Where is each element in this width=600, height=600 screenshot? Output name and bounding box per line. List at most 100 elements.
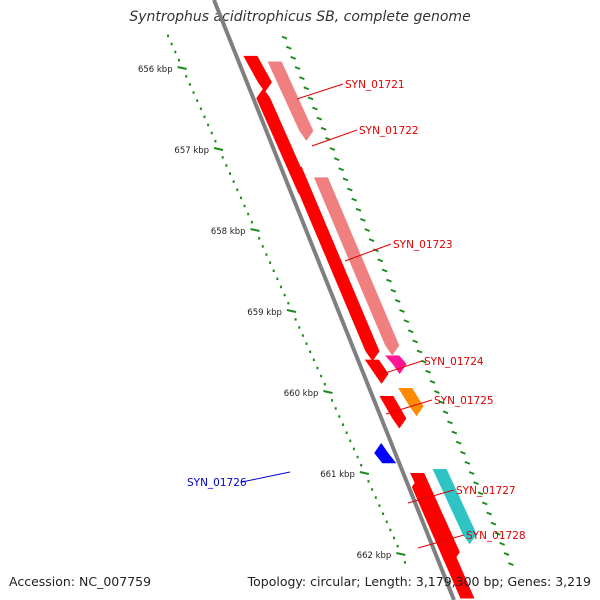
outer-tick bbox=[429, 379, 436, 384]
gene-bar[interactable] bbox=[256, 88, 313, 194]
outer-tick bbox=[351, 197, 358, 202]
outer-tick bbox=[355, 207, 362, 212]
minor-tick bbox=[203, 115, 206, 119]
outer-tick bbox=[299, 76, 305, 81]
outer-tick bbox=[285, 45, 292, 50]
minor-tick bbox=[265, 253, 268, 256]
minor-tick bbox=[334, 407, 337, 410]
minor-tick bbox=[352, 447, 355, 451]
minor-tick bbox=[272, 269, 275, 272]
gene-leader-line bbox=[417, 534, 465, 549]
outer-tick bbox=[290, 55, 297, 60]
minor-tick bbox=[323, 382, 326, 386]
gene-bar[interactable] bbox=[432, 468, 477, 545]
minor-tick bbox=[232, 180, 235, 183]
gene-leader-line bbox=[385, 399, 433, 415]
gene-label[interactable]: SYN_01728 bbox=[466, 530, 526, 542]
minor-tick bbox=[196, 99, 199, 102]
gene-label[interactable]: SYN_01727 bbox=[456, 485, 516, 497]
backbone-line bbox=[212, 0, 456, 600]
outer-tick bbox=[394, 298, 401, 303]
ruler-ticks bbox=[167, 34, 514, 567]
minor-tick bbox=[280, 285, 283, 289]
backbone bbox=[212, 0, 456, 600]
gene-bar[interactable] bbox=[385, 355, 407, 375]
outer-tick bbox=[455, 440, 462, 445]
gene-labels[interactable]: SYN_01721 SYN_01722 SYN_01723 SYN_01724 SYN_… bbox=[187, 79, 526, 549]
outer-tick bbox=[316, 116, 323, 121]
minor-tick bbox=[199, 107, 202, 110]
ruler-label: 658 kbp bbox=[211, 227, 246, 237]
gene-bar[interactable] bbox=[374, 443, 397, 464]
minor-tick bbox=[312, 358, 315, 362]
gene-bar[interactable] bbox=[243, 55, 272, 93]
gene-bar[interactable] bbox=[267, 61, 314, 141]
outer-tick bbox=[329, 147, 336, 151]
ruler-label: 659 kbp bbox=[247, 308, 282, 318]
outer-tick bbox=[407, 329, 414, 334]
minor-tick bbox=[283, 293, 286, 297]
outer-tick bbox=[294, 66, 301, 70]
major-tick bbox=[286, 309, 297, 313]
minor-tick bbox=[174, 50, 177, 54]
minor-tick bbox=[309, 350, 312, 353]
outer-tick bbox=[451, 430, 458, 435]
outer-tick bbox=[381, 268, 388, 273]
minor-tick bbox=[258, 237, 261, 240]
minor-tick bbox=[320, 374, 323, 378]
outer-tick bbox=[499, 541, 506, 546]
minor-tick bbox=[360, 463, 363, 467]
minor-tick bbox=[239, 196, 242, 200]
gene-bar[interactable] bbox=[287, 166, 380, 362]
minor-tick bbox=[305, 342, 308, 345]
minor-tick bbox=[338, 415, 341, 418]
gene-leader-line bbox=[311, 129, 358, 147]
outer-tick bbox=[307, 96, 314, 101]
map-title: Syntrophus aciditrophicus SB, complete g… bbox=[129, 9, 471, 25]
minor-tick bbox=[192, 91, 195, 94]
minor-tick bbox=[261, 245, 264, 248]
minor-tick bbox=[298, 326, 301, 329]
outer-tick bbox=[473, 481, 479, 486]
outer-tick bbox=[320, 126, 327, 131]
gene-bar[interactable] bbox=[364, 359, 389, 384]
gene-bar[interactable] bbox=[411, 477, 475, 599]
ruler-label: 660 kbp bbox=[284, 389, 319, 399]
outer-tick bbox=[390, 288, 397, 293]
outer-tick bbox=[346, 187, 353, 192]
major-tick bbox=[323, 390, 333, 394]
outer-tick bbox=[399, 309, 405, 313]
gene-label[interactable]: SYN_01724 bbox=[424, 356, 484, 368]
outer-tick bbox=[464, 460, 471, 465]
outer-tick bbox=[442, 410, 449, 415]
gene-leader-line bbox=[407, 489, 455, 504]
gene-bar[interactable] bbox=[313, 177, 400, 356]
minor-tick bbox=[236, 188, 239, 191]
gene-label[interactable]: SYN_01721 bbox=[345, 79, 405, 91]
minor-tick bbox=[170, 42, 173, 46]
minor-tick bbox=[389, 528, 392, 532]
minor-tick bbox=[247, 212, 250, 216]
minor-tick bbox=[294, 318, 297, 321]
gene-label[interactable]: SYN_01726 bbox=[187, 477, 247, 489]
outer-tick bbox=[342, 177, 349, 182]
minor-tick bbox=[225, 164, 228, 167]
gene-label[interactable]: SYN_01722 bbox=[359, 125, 419, 137]
outer-tick bbox=[447, 420, 453, 425]
minor-tick bbox=[356, 455, 359, 459]
outer-tick bbox=[338, 167, 344, 172]
gene-label[interactable]: SYN_01723 bbox=[393, 239, 453, 251]
minor-tick bbox=[210, 131, 213, 135]
outer-tick bbox=[377, 258, 384, 263]
gene-leader-line bbox=[375, 360, 423, 377]
gene-bar[interactable] bbox=[398, 387, 424, 417]
outer-tick bbox=[412, 339, 418, 344]
outer-tick bbox=[333, 157, 340, 162]
outer-tick bbox=[368, 238, 375, 243]
ruler-label: 661 kbp bbox=[320, 470, 355, 480]
outer-tick bbox=[373, 248, 379, 253]
minor-tick bbox=[228, 172, 231, 175]
minor-tick bbox=[250, 220, 253, 224]
gene-label[interactable]: SYN_01725 bbox=[434, 395, 494, 407]
